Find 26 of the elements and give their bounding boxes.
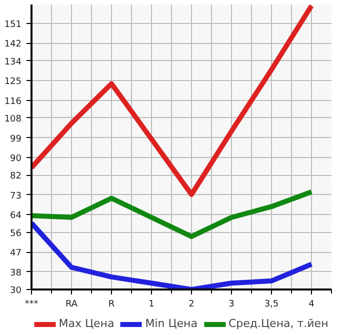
y-tick-label: 90 xyxy=(10,154,22,164)
y-tick-label: 108 xyxy=(4,114,22,124)
y-tick-label: 134 xyxy=(4,57,22,68)
x-tick-label: R xyxy=(108,300,115,310)
y-tick-label: 125 xyxy=(4,77,22,88)
y-tick-label: 64 xyxy=(10,211,22,222)
legend-label: Min Цена xyxy=(145,317,198,330)
y-tick-label: 116 xyxy=(4,96,22,107)
y-tick-label: 142 xyxy=(4,40,22,50)
x-tick-label: 4 xyxy=(308,300,315,310)
y-tick-label: 56 xyxy=(10,228,22,239)
x-tick-label: 3 xyxy=(228,300,234,310)
x-tick-label: 1 xyxy=(148,300,154,310)
y-tick-label: 99 xyxy=(10,134,22,144)
x-tick-label: RA xyxy=(65,300,78,310)
x-tick-label: 3,5 xyxy=(264,300,279,310)
y-tick-label: 82 xyxy=(10,172,22,182)
y-tick-label: 47 xyxy=(10,248,22,259)
y-tick-label: 30 xyxy=(10,286,22,296)
x-tick-label: *** xyxy=(24,300,39,310)
legend-label: Сред.Цена, т.йен xyxy=(228,317,328,330)
y-tick-label: 38 xyxy=(10,268,22,278)
y-tick-label: 151 xyxy=(4,20,22,30)
x-tick-label: 2 xyxy=(188,300,194,310)
y-tick-label: 73 xyxy=(10,191,22,202)
legend-label: Max Цена xyxy=(58,317,114,330)
